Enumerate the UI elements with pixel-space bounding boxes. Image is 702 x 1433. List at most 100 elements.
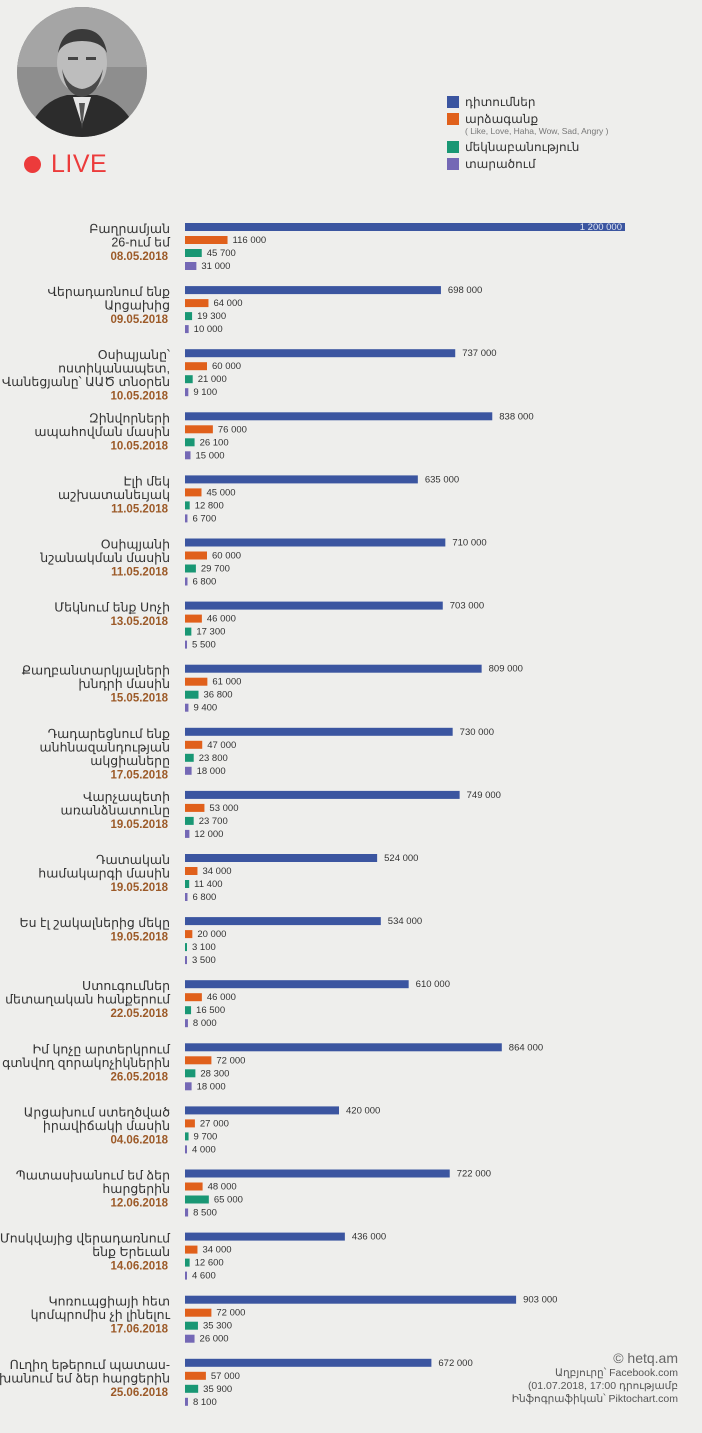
category-label: Ես էլ շակալներից մեկը bbox=[19, 916, 170, 930]
value-label-views: 809 000 bbox=[489, 664, 523, 675]
category-label: Պատասխանում եմ ձեր bbox=[16, 1169, 170, 1183]
value-label-reactions: 46 000 bbox=[207, 992, 236, 1003]
portrait-photo bbox=[17, 7, 147, 137]
value-label-views: 436 000 bbox=[352, 1232, 386, 1243]
bar-views bbox=[185, 1232, 345, 1241]
value-label-comments: 65 000 bbox=[214, 1195, 243, 1206]
category-date: 08.05.2018 bbox=[110, 251, 168, 263]
category-date: 10.05.2018 bbox=[110, 440, 168, 452]
legend-note-reactions: ( Like, Love, Haha, Wow, Sad, Angry ) bbox=[465, 126, 609, 136]
value-label-comments: 29 700 bbox=[201, 564, 230, 575]
category-label: համակարգի մասին bbox=[38, 867, 170, 881]
value-label-shares: 6 800 bbox=[192, 577, 216, 588]
category-label: Մոսկվայից վերադառնում bbox=[0, 1232, 171, 1246]
value-label-shares: 15 000 bbox=[196, 450, 225, 461]
value-label-reactions: 60 000 bbox=[212, 361, 241, 372]
value-label-reactions: 34 000 bbox=[202, 866, 231, 877]
value-label-reactions: 47 000 bbox=[207, 740, 236, 751]
category-label: Օսիպյանը՝ bbox=[98, 348, 171, 362]
value-label-comments: 36 800 bbox=[203, 690, 232, 701]
bar-views bbox=[185, 223, 625, 231]
value-label-comments: 3 100 bbox=[192, 942, 216, 953]
value-label-views: 672 000 bbox=[438, 1358, 472, 1369]
category-date: 17.06.2018 bbox=[110, 1324, 168, 1336]
category-label: անհնազանդության bbox=[39, 740, 170, 754]
category-label: Արցախից bbox=[104, 299, 170, 313]
legend-label-comments: մեկնաբանություն bbox=[465, 140, 580, 154]
category-label: Մեկնում ենք Սոչի bbox=[54, 601, 170, 615]
category-date: 15.05.2018 bbox=[110, 693, 168, 705]
category-date: 19.05.2018 bbox=[110, 882, 168, 894]
bar-comments bbox=[185, 312, 193, 321]
value-label-reactions: 27 000 bbox=[200, 1118, 229, 1129]
category-date: 25.06.2018 bbox=[110, 1387, 168, 1399]
footer-copyright: © hetq.am bbox=[613, 1350, 678, 1366]
category-label: Քաղբանտարկյալների bbox=[22, 664, 171, 678]
value-label-shares: 8 100 bbox=[193, 1397, 217, 1408]
value-label-views: 534 000 bbox=[388, 916, 422, 927]
bar-views bbox=[185, 854, 378, 862]
footer-infographic: Ինֆոգրաֆիկան՝ Piktochart.com bbox=[511, 1393, 678, 1405]
live-dot-icon bbox=[24, 156, 41, 173]
bar-views bbox=[185, 664, 482, 673]
category-label: Վարչապետի bbox=[83, 790, 170, 804]
value-label-comments: 11 400 bbox=[194, 879, 222, 890]
bar-reactions bbox=[185, 1245, 198, 1254]
bar-views bbox=[185, 601, 443, 610]
value-label-comments: 12 800 bbox=[195, 500, 224, 511]
value-label-reactions: 20 000 bbox=[197, 929, 226, 940]
bar-comments bbox=[185, 1384, 199, 1393]
legend-swatch-shares bbox=[447, 158, 459, 170]
category-date: 26.05.2018 bbox=[110, 1071, 168, 1083]
bar-comments bbox=[185, 249, 202, 257]
bar-views bbox=[185, 286, 441, 295]
bar-reactions bbox=[185, 1119, 195, 1128]
value-label-shares: 8 000 bbox=[193, 1018, 217, 1029]
bar-views bbox=[185, 790, 460, 799]
bar-comments bbox=[185, 627, 192, 636]
bar-shares bbox=[185, 703, 189, 712]
value-label-shares: 18 000 bbox=[197, 766, 226, 777]
category-date: 04.06.2018 bbox=[110, 1134, 168, 1146]
bar-reactions bbox=[185, 425, 213, 434]
category-label: Օսիպյանի bbox=[101, 538, 170, 552]
category-label: Իմ կոչը արտերկրում bbox=[32, 1042, 171, 1056]
legend-label-reactions: արձագանք bbox=[465, 112, 539, 126]
bar-reactions bbox=[185, 488, 202, 497]
value-label-reactions: 57 000 bbox=[211, 1371, 240, 1382]
chart-legend: դիտումներ արձագանք ( Like, Love, Haha, W… bbox=[447, 95, 608, 174]
bar-reactions bbox=[185, 677, 208, 686]
live-label: LIVE bbox=[51, 150, 108, 178]
live-indicator: LIVE bbox=[24, 150, 107, 179]
value-label-reactions: 76 000 bbox=[218, 424, 247, 435]
value-label-views: 698 000 bbox=[448, 285, 482, 296]
category-label: Դադարեցնում ենք bbox=[48, 727, 170, 741]
category-label: մետաղական հանքերում bbox=[5, 993, 171, 1007]
bar-comments bbox=[185, 1069, 196, 1078]
bar-shares bbox=[185, 1145, 187, 1154]
category-date: 13.05.2018 bbox=[110, 616, 168, 628]
bar-comments bbox=[185, 753, 194, 762]
value-label-views: 610 000 bbox=[416, 979, 450, 990]
value-label-shares: 3 500 bbox=[192, 955, 216, 966]
category-label: Բաղրամյան bbox=[89, 222, 170, 236]
category-date: 09.05.2018 bbox=[110, 314, 168, 326]
bar-comments bbox=[185, 1195, 209, 1204]
bar-views bbox=[185, 349, 456, 358]
legend-label-views: դիտումներ bbox=[465, 95, 536, 109]
category-label: ապահովման մասին bbox=[34, 425, 170, 439]
bar-reactions bbox=[185, 1371, 206, 1380]
bar-reactions bbox=[185, 551, 207, 560]
value-label-views: 524 000 bbox=[384, 853, 418, 864]
legend-swatch-views bbox=[447, 96, 459, 108]
bar-reactions bbox=[185, 740, 203, 749]
legend-item-reactions: արձագանք bbox=[447, 112, 608, 129]
bar-reactions bbox=[185, 867, 198, 875]
bar-views bbox=[185, 1043, 502, 1052]
value-label-shares: 4 600 bbox=[192, 1271, 216, 1282]
bar-shares bbox=[185, 829, 190, 838]
bar-reactions bbox=[185, 930, 193, 939]
bar-reactions bbox=[185, 614, 202, 623]
bar-comments bbox=[185, 564, 196, 573]
